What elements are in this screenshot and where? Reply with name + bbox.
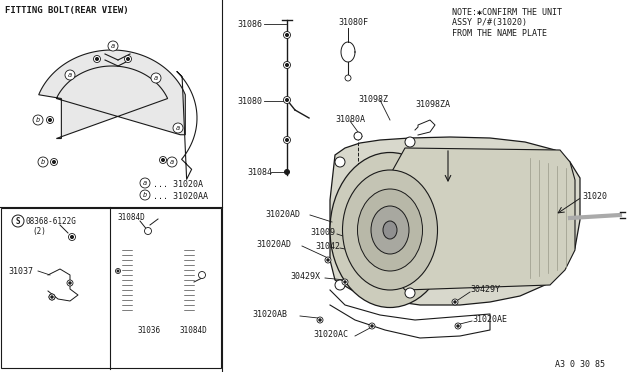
Circle shape <box>140 178 150 188</box>
Circle shape <box>327 259 329 261</box>
Circle shape <box>457 325 460 327</box>
Circle shape <box>285 99 289 102</box>
Ellipse shape <box>383 221 397 239</box>
Circle shape <box>173 123 183 133</box>
Circle shape <box>69 282 71 284</box>
Circle shape <box>325 257 331 263</box>
Ellipse shape <box>358 189 422 271</box>
Text: 30429Y: 30429Y <box>470 285 500 294</box>
Text: 31020AC: 31020AC <box>313 330 348 339</box>
Circle shape <box>371 325 373 327</box>
Text: b: b <box>41 159 45 165</box>
Circle shape <box>108 41 118 51</box>
Circle shape <box>67 280 73 286</box>
Text: 31020AE: 31020AE <box>472 315 507 324</box>
Text: a: a <box>170 159 174 165</box>
Text: 08368-6122G: 08368-6122G <box>26 217 77 226</box>
Text: 31020AB: 31020AB <box>252 310 287 319</box>
Ellipse shape <box>330 153 450 308</box>
Text: 31009: 31009 <box>310 228 335 237</box>
Text: 31080F: 31080F <box>338 18 368 27</box>
Text: 31042: 31042 <box>315 242 340 251</box>
Circle shape <box>33 115 43 125</box>
Text: a: a <box>111 43 115 49</box>
Bar <box>122 242 194 322</box>
Circle shape <box>285 170 289 174</box>
Circle shape <box>145 228 152 234</box>
Circle shape <box>342 279 348 285</box>
Circle shape <box>345 75 351 81</box>
Bar <box>1 208 221 368</box>
Text: 31020AD: 31020AD <box>265 210 300 219</box>
Circle shape <box>52 160 56 164</box>
Text: NOTE:✱CONFIRM THE UNIT
ASSY P/#(31020)
FROM THE NAME PLATE: NOTE:✱CONFIRM THE UNIT ASSY P/#(31020) F… <box>452 8 562 38</box>
Text: 31084: 31084 <box>247 168 272 177</box>
Circle shape <box>285 138 289 141</box>
Text: a: a <box>176 125 180 131</box>
Circle shape <box>47 116 54 124</box>
Circle shape <box>284 137 291 144</box>
Polygon shape <box>38 50 186 138</box>
Text: 31084D: 31084D <box>180 326 208 335</box>
Circle shape <box>95 58 99 61</box>
Text: 31084D: 31084D <box>118 213 146 222</box>
Circle shape <box>198 272 205 279</box>
Text: A3 0 30 85: A3 0 30 85 <box>555 360 605 369</box>
Text: 31098ZA: 31098ZA <box>415 100 450 109</box>
Circle shape <box>335 280 345 290</box>
Circle shape <box>335 157 345 167</box>
Ellipse shape <box>342 170 438 290</box>
Text: 31020: 31020 <box>582 192 607 201</box>
Circle shape <box>117 270 119 272</box>
Text: a: a <box>143 180 147 186</box>
Circle shape <box>65 70 75 80</box>
Circle shape <box>115 269 120 273</box>
Circle shape <box>151 73 161 83</box>
Text: b: b <box>36 117 40 123</box>
Text: FITTING BOLT(REAR VIEW): FITTING BOLT(REAR VIEW) <box>5 6 129 15</box>
Circle shape <box>159 157 166 164</box>
Polygon shape <box>390 148 575 290</box>
Polygon shape <box>330 137 580 305</box>
Circle shape <box>454 301 456 303</box>
Circle shape <box>284 61 291 68</box>
Text: 31020AD: 31020AD <box>256 240 291 249</box>
Circle shape <box>49 294 55 300</box>
Circle shape <box>51 158 58 166</box>
Circle shape <box>452 299 458 305</box>
Circle shape <box>455 323 461 329</box>
Text: 31086: 31086 <box>237 20 262 29</box>
Circle shape <box>167 157 177 167</box>
Circle shape <box>354 132 362 140</box>
Text: 31037: 31037 <box>8 267 33 276</box>
Circle shape <box>49 294 55 300</box>
Circle shape <box>125 55 131 62</box>
Circle shape <box>68 234 76 241</box>
Circle shape <box>284 32 291 38</box>
Circle shape <box>93 55 100 62</box>
Circle shape <box>405 288 415 298</box>
Circle shape <box>51 296 53 298</box>
Circle shape <box>127 58 129 61</box>
Circle shape <box>285 33 289 36</box>
Circle shape <box>319 319 321 321</box>
Text: a: a <box>68 72 72 78</box>
Circle shape <box>284 96 291 103</box>
Circle shape <box>140 190 150 200</box>
Text: S: S <box>16 217 20 225</box>
Text: a: a <box>154 75 158 81</box>
Circle shape <box>49 119 51 122</box>
Text: (2): (2) <box>32 227 46 236</box>
Text: ... 31020A: ... 31020A <box>153 180 203 189</box>
Circle shape <box>38 157 48 167</box>
Text: 31098Z: 31098Z <box>358 95 388 104</box>
Text: ... 31020AA: ... 31020AA <box>153 192 208 201</box>
Circle shape <box>317 317 323 323</box>
Circle shape <box>344 281 346 283</box>
Text: 31036: 31036 <box>138 326 161 335</box>
Text: b: b <box>143 192 147 198</box>
Circle shape <box>70 235 74 238</box>
Circle shape <box>161 158 164 161</box>
Text: 31080A: 31080A <box>335 115 365 124</box>
Ellipse shape <box>371 206 409 254</box>
